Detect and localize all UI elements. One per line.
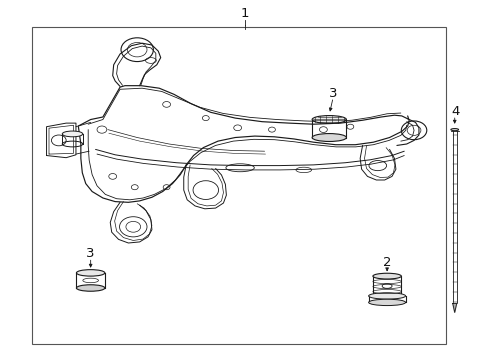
Ellipse shape bbox=[368, 299, 406, 306]
Text: 4: 4 bbox=[451, 105, 460, 118]
Bar bbox=[32, 27, 446, 344]
Text: 3: 3 bbox=[86, 247, 95, 260]
Ellipse shape bbox=[373, 273, 401, 279]
Ellipse shape bbox=[312, 116, 346, 123]
Text: 1: 1 bbox=[241, 7, 249, 20]
Ellipse shape bbox=[312, 134, 346, 141]
Ellipse shape bbox=[451, 129, 459, 131]
Ellipse shape bbox=[62, 131, 83, 137]
Ellipse shape bbox=[76, 270, 105, 276]
Ellipse shape bbox=[76, 285, 105, 291]
Text: 3: 3 bbox=[329, 87, 338, 100]
Ellipse shape bbox=[368, 293, 406, 299]
Text: 2: 2 bbox=[383, 256, 392, 269]
Polygon shape bbox=[453, 303, 457, 312]
